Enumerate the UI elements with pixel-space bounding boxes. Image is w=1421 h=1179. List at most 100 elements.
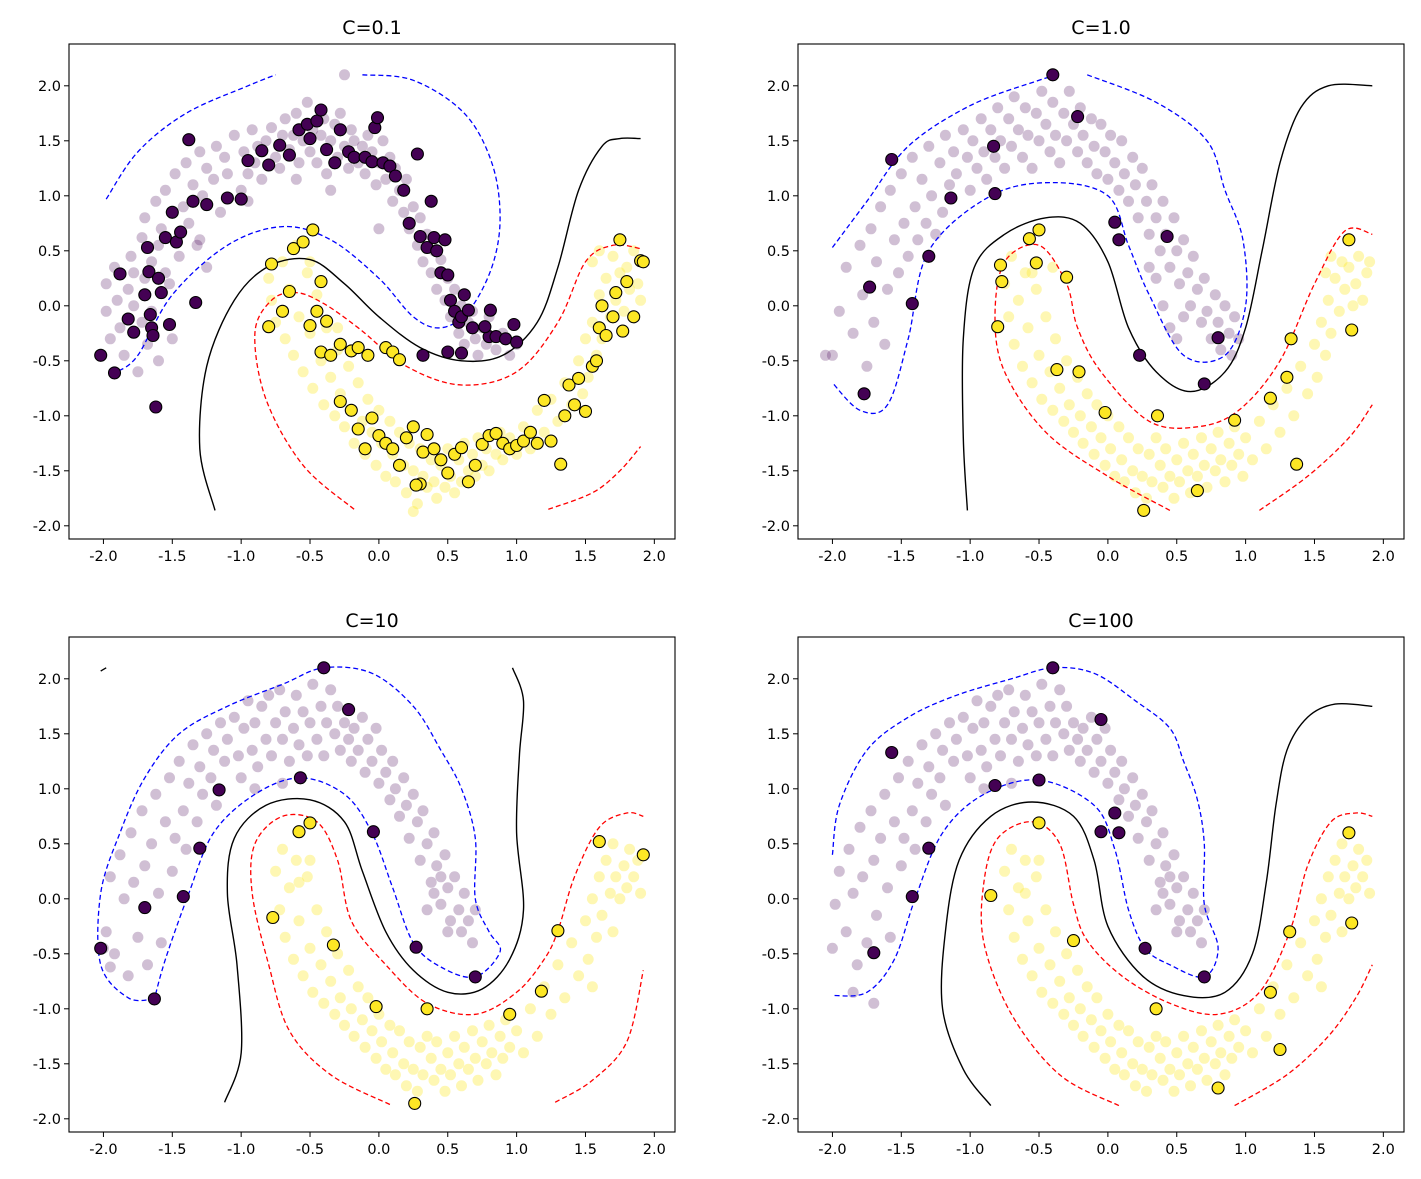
data-point-class1 — [1077, 437, 1089, 449]
data-point-class1 — [586, 981, 598, 993]
data-point-class1 — [1123, 432, 1134, 444]
data-point-class0 — [246, 124, 258, 136]
data-point-class0 — [961, 750, 973, 762]
data-point-class1 — [293, 876, 305, 888]
data-point-class0 — [829, 898, 841, 910]
data-point-class1 — [398, 1058, 410, 1070]
data-point-class0 — [857, 871, 869, 883]
data-point-class0 — [136, 232, 148, 244]
data-point-class0 — [177, 201, 189, 213]
data-point-class1 — [384, 415, 396, 427]
support-vector-class0 — [863, 280, 877, 294]
data-point-class1 — [1088, 1041, 1100, 1053]
data-point-class0 — [146, 256, 158, 268]
support-vector-class1 — [420, 427, 434, 442]
support-vector-class0 — [1094, 825, 1108, 839]
support-vector-class1 — [562, 378, 576, 392]
data-point-class1 — [1196, 1025, 1207, 1037]
data-point-class1 — [1320, 349, 1331, 361]
data-point-class0 — [260, 135, 272, 147]
support-vector-class0 — [510, 335, 524, 349]
data-point-class0 — [1171, 333, 1183, 345]
data-point-class0 — [128, 876, 140, 888]
support-vector-class1 — [420, 1002, 434, 1016]
support-vector-class1 — [1284, 332, 1298, 346]
support-vector-class0 — [383, 159, 397, 173]
support-vector-class0 — [1071, 110, 1085, 124]
data-point-class1 — [439, 1085, 451, 1097]
data-point-class1 — [356, 1014, 368, 1026]
data-point-class0 — [449, 871, 461, 883]
data-point-class0 — [1072, 146, 1084, 158]
data-point-class0 — [1085, 113, 1097, 125]
support-vector-class0 — [409, 940, 423, 954]
data-point-class0 — [964, 184, 976, 196]
data-point-class1 — [1085, 421, 1097, 433]
data-point-class0 — [981, 173, 993, 185]
data-point-class0 — [263, 689, 275, 701]
data-point-class1 — [559, 992, 571, 1004]
y-tick-label: 0.5 — [767, 837, 790, 853]
data-point-class0 — [1088, 140, 1100, 152]
data-point-class0 — [111, 294, 123, 306]
y-tick-label: 1.5 — [38, 727, 61, 743]
data-point-class0 — [118, 349, 130, 361]
data-point-class0 — [1154, 245, 1166, 257]
data-point-class0 — [1102, 777, 1114, 789]
data-point-class0 — [1085, 711, 1097, 723]
support-vector-class0 — [922, 841, 936, 855]
data-point-class1 — [435, 1063, 447, 1075]
data-point-class0 — [456, 926, 467, 938]
y-tick-label: 0.0 — [767, 299, 790, 315]
support-vector-class1 — [386, 442, 400, 456]
data-point-class1 — [1240, 1025, 1252, 1037]
data-point-class1 — [1212, 1019, 1224, 1031]
support-vector-class0 — [146, 328, 160, 343]
data-point-class1 — [1105, 1036, 1117, 1048]
data-point-class1 — [1058, 415, 1070, 427]
data-point-class1 — [334, 992, 346, 1004]
data-point-class0 — [1063, 85, 1075, 97]
data-point-class0 — [1047, 96, 1059, 108]
data-point-class0 — [1019, 102, 1031, 114]
data-point-class0 — [1154, 876, 1166, 888]
margin-line-class1 — [1259, 404, 1373, 511]
data-point-class0 — [893, 267, 904, 279]
data-point-class1 — [1068, 426, 1079, 438]
data-point-class0 — [311, 733, 323, 745]
data-point-class0 — [1164, 871, 1176, 883]
support-vector-class1 — [993, 258, 1008, 272]
data-point-class0 — [992, 102, 1004, 114]
data-point-class0 — [884, 931, 896, 943]
x-tick-label: -1.0 — [227, 549, 255, 565]
data-point-class1 — [1116, 454, 1128, 466]
x-tick-label: 1.0 — [1234, 549, 1257, 565]
data-point-class1 — [270, 865, 282, 877]
support-vector-class1 — [310, 304, 324, 318]
data-point-class1 — [504, 1041, 516, 1053]
support-vector-class1 — [392, 353, 407, 367]
data-point-class0 — [373, 223, 385, 235]
data-point-class0 — [343, 733, 355, 745]
data-point-class0 — [847, 986, 859, 998]
data-point-class0 — [1201, 305, 1213, 317]
data-point-class0 — [916, 173, 928, 185]
x-tick-label: -1.0 — [956, 1142, 984, 1158]
support-vector-class1 — [567, 398, 582, 412]
data-point-class1 — [1160, 1036, 1172, 1048]
data-point-class1 — [1105, 443, 1117, 455]
data-point-class1 — [486, 1047, 498, 1059]
data-point-class0 — [1054, 157, 1066, 169]
data-point-class1 — [1205, 1036, 1217, 1048]
data-point-class0 — [930, 728, 942, 740]
data-point-class1 — [635, 887, 647, 899]
data-point-class0 — [1143, 228, 1155, 240]
support-vector-class1 — [320, 314, 334, 328]
data-point-class1 — [1198, 459, 1210, 471]
data-point-class1 — [411, 1085, 423, 1097]
data-point-class0 — [235, 772, 247, 784]
data-point-class1 — [490, 448, 502, 460]
data-point-class0 — [865, 805, 877, 817]
data-point-class0 — [978, 146, 990, 158]
data-point-class0 — [957, 124, 969, 136]
